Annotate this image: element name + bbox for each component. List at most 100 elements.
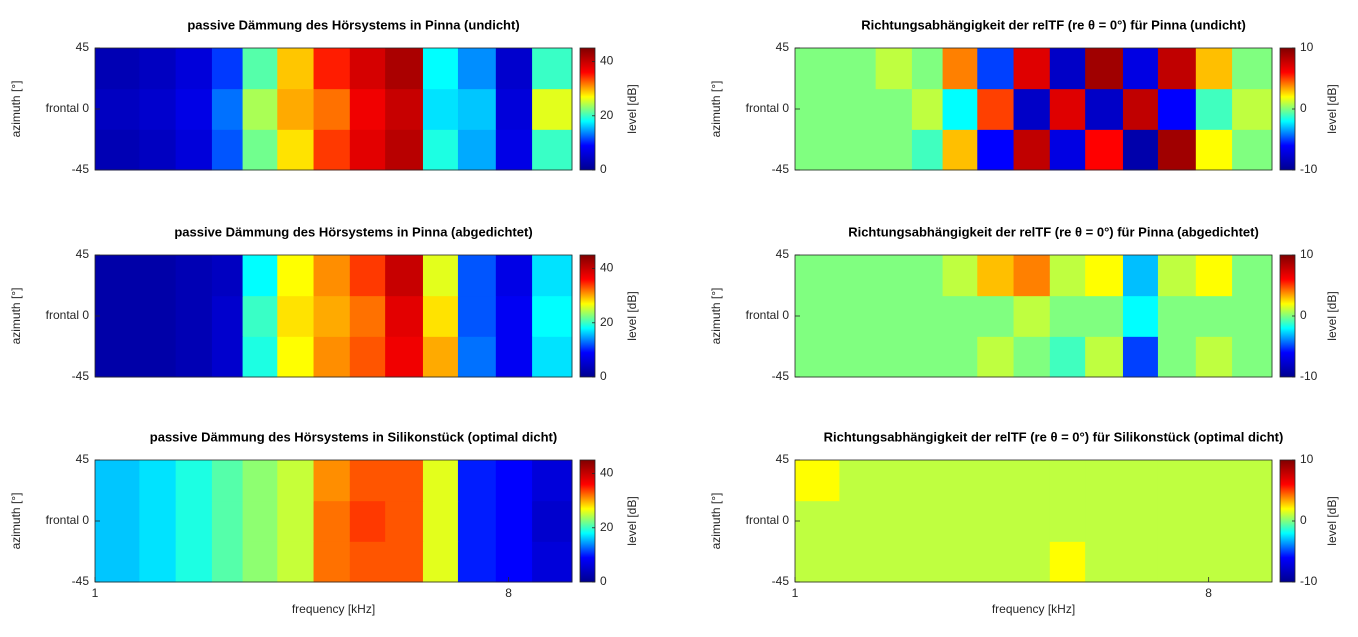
heatmap-cell: [1232, 129, 1273, 171]
heatmap-cell: [532, 460, 573, 502]
heatmap-cell: [211, 48, 244, 90]
x-tick-label: 8: [1205, 586, 1212, 600]
heatmap-cell: [95, 255, 140, 297]
heatmap-cell: [795, 129, 840, 171]
heatmap-cell: [1085, 88, 1124, 130]
colorbar-tick-label: 0: [600, 574, 607, 588]
heatmap-cell: [875, 129, 913, 171]
heatmap-cell: [1195, 336, 1233, 378]
heatmap-cell: [422, 129, 459, 171]
panel-title: Richtungsabhängigkeit der relTF (re θ = …: [824, 429, 1284, 444]
panel-title: passive Dämmung des Hörsystems in Siliko…: [150, 429, 557, 444]
heatmap-cell: [457, 48, 497, 90]
heatmap-cell: [495, 255, 533, 297]
heatmap-cell: [495, 295, 533, 337]
heatmap-cell: [1232, 541, 1273, 583]
heatmap-cell: [911, 129, 944, 171]
heatmap-cell: [242, 88, 278, 130]
heatmap-cell: [242, 48, 278, 90]
heatmap-cell: [422, 295, 459, 337]
heatmap-cell: [1085, 295, 1124, 337]
heatmap-cell: [211, 295, 244, 337]
heatmap-cell: [495, 336, 533, 378]
heatmap-cell: [839, 336, 877, 378]
heatmap-cell: [1195, 48, 1233, 90]
heatmap-cell: [277, 88, 315, 130]
heatmap-cell: [875, 460, 913, 502]
heatmap-cell: [1049, 129, 1086, 171]
heatmap-cell: [1157, 129, 1197, 171]
heatmap-cell: [1049, 460, 1086, 502]
heatmap-cell: [839, 541, 877, 583]
heatmap-cell: [175, 460, 213, 502]
heatmap-cell: [1157, 336, 1197, 378]
y-tick-label: 45: [776, 452, 790, 466]
heatmap-cell: [313, 460, 351, 502]
heatmap-cell: [942, 500, 978, 542]
heatmap-cell: [495, 48, 533, 90]
heatmap-cell: [242, 460, 278, 502]
heatmap-cell: [1232, 460, 1273, 502]
heatmap-cell: [313, 541, 351, 583]
heatmap-cell: [457, 541, 497, 583]
x-tick-label: 8: [505, 586, 512, 600]
heatmap-cell: [839, 500, 877, 542]
heatmap-cell: [911, 541, 944, 583]
heatmap-cell: [977, 500, 1015, 542]
heatmap-cell: [1049, 500, 1086, 542]
x-tick-label: 1: [792, 586, 799, 600]
heatmap-cell: [911, 500, 944, 542]
heatmap-cell: [422, 255, 459, 297]
heatmap-cell: [911, 48, 944, 90]
heatmap-cell: [457, 129, 497, 171]
y-tick-label: -45: [772, 369, 790, 383]
heatmap-cell: [911, 336, 944, 378]
heatmap-cell: [1157, 88, 1197, 130]
y-tick-label: frontal 0: [46, 308, 90, 322]
heatmap-cell: [1085, 48, 1124, 90]
colorbar-tick-label: 40: [600, 466, 614, 480]
heatmap-cell: [1013, 541, 1051, 583]
heatmap-cell: [839, 255, 877, 297]
heatmap-cell: [175, 129, 213, 171]
heatmap-cell: [1122, 460, 1159, 502]
heatmap-cell: [1157, 255, 1197, 297]
heatmap-cell: [942, 129, 978, 171]
heatmap-cell: [95, 460, 140, 502]
panel-title: passive Dämmung des Hörsystems in Pinna …: [187, 17, 519, 32]
heatmap-cell: [911, 88, 944, 130]
heatmap-cell: [977, 336, 1015, 378]
heatmap-cell: [977, 255, 1015, 297]
heatmap-cell: [139, 500, 177, 542]
colorbar-tick-label: -10: [1300, 162, 1318, 176]
heatmap-cell: [1232, 336, 1273, 378]
heatmap-cell: [1195, 460, 1233, 502]
heatmap-cell: [942, 336, 978, 378]
heatmap-cell: [1122, 295, 1159, 337]
heatmap-cell: [1122, 500, 1159, 542]
colorbar-label: level [dB]: [1325, 496, 1339, 545]
heatmap-cell: [95, 48, 140, 90]
heatmap-cell: [313, 48, 351, 90]
heatmap-cell: [875, 48, 913, 90]
colorbar-tick-label: 10: [1300, 40, 1314, 54]
heatmap-cell: [977, 88, 1015, 130]
y-tick-label: -45: [772, 162, 790, 176]
heatmap-cell: [313, 295, 351, 337]
y-tick-label: -45: [72, 369, 90, 383]
heatmap-cell: [139, 541, 177, 583]
heatmap-cell: [385, 48, 424, 90]
heatmap-cell: [211, 129, 244, 171]
heatmap-cell: [313, 129, 351, 171]
heatmap-cell: [839, 88, 877, 130]
heatmap-cell: [277, 500, 315, 542]
y-tick-label: 45: [76, 40, 90, 54]
colorbar-tick-label: 40: [600, 261, 614, 275]
y-tick-label: frontal 0: [46, 513, 90, 527]
heatmap-cell: [1122, 88, 1159, 130]
heatmap-cell: [1157, 295, 1197, 337]
heatmap-cell: [1085, 541, 1124, 583]
heatmap-cell: [457, 88, 497, 130]
heatmap-cell: [457, 336, 497, 378]
